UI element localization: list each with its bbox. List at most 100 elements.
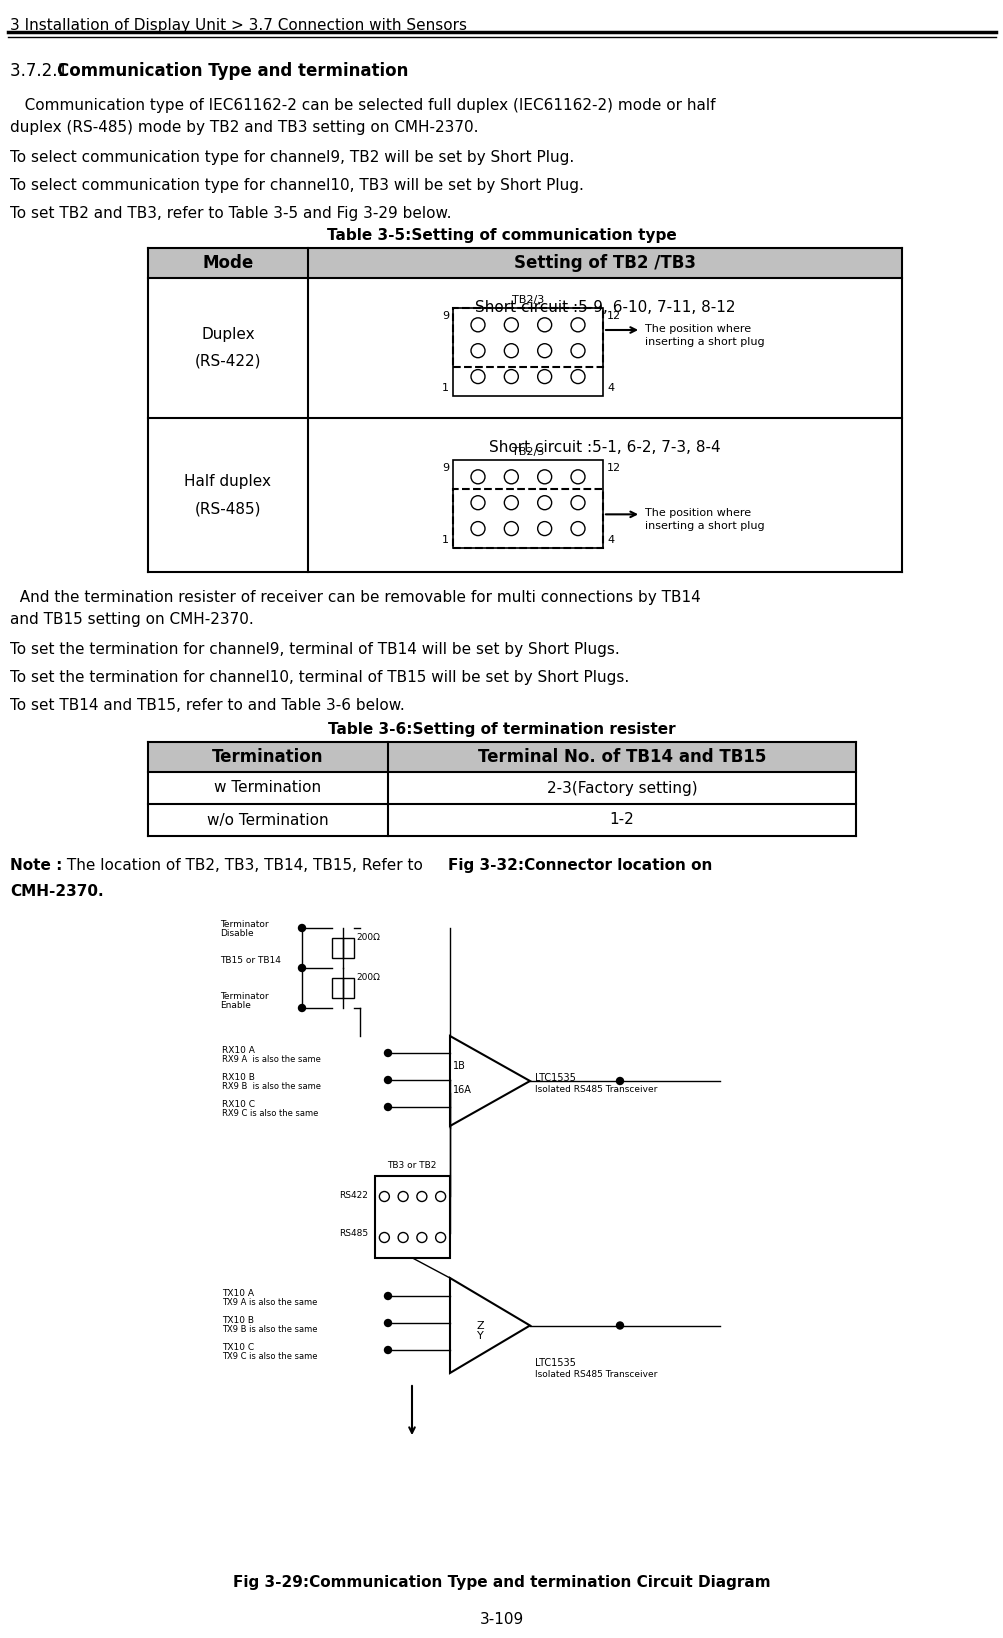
Text: Communication type of IEC61162-2 can be selected full duplex (IEC61162-2) mode o: Communication type of IEC61162-2 can be … bbox=[10, 98, 715, 113]
Text: Note :: Note : bbox=[10, 858, 62, 873]
Circle shape bbox=[416, 1232, 426, 1243]
Text: and TB15 setting on CMH-2370.: and TB15 setting on CMH-2370. bbox=[10, 613, 254, 627]
Circle shape bbox=[470, 470, 484, 483]
Text: Communication Type and termination: Communication Type and termination bbox=[57, 62, 408, 80]
Circle shape bbox=[538, 318, 551, 333]
Text: Setting of TB2 /TB3: Setting of TB2 /TB3 bbox=[514, 254, 695, 272]
Text: 200Ω: 200Ω bbox=[356, 934, 379, 942]
Circle shape bbox=[504, 496, 518, 509]
Circle shape bbox=[470, 370, 484, 383]
Circle shape bbox=[504, 470, 518, 483]
Text: The position where
inserting a short plug: The position where inserting a short plu… bbox=[644, 508, 764, 531]
Circle shape bbox=[538, 470, 551, 483]
Bar bbox=[147, 247, 901, 278]
Text: 3 Installation of Display Unit > 3.7 Connection with Sensors: 3 Installation of Display Unit > 3.7 Con… bbox=[10, 18, 466, 33]
Circle shape bbox=[384, 1104, 391, 1111]
Circle shape bbox=[398, 1191, 407, 1202]
Text: TX9 A is also the same: TX9 A is also the same bbox=[222, 1297, 317, 1307]
Circle shape bbox=[470, 521, 484, 536]
Text: TB2/3: TB2/3 bbox=[512, 295, 544, 305]
Bar bbox=[375, 1176, 449, 1258]
Circle shape bbox=[298, 924, 305, 932]
Circle shape bbox=[616, 1078, 623, 1084]
Text: Short circuit :5-1, 6-2, 7-3, 8-4: Short circuit :5-1, 6-2, 7-3, 8-4 bbox=[488, 441, 720, 455]
Text: Isolated RS485 Transceiver: Isolated RS485 Transceiver bbox=[535, 1369, 657, 1379]
Text: LTC1535: LTC1535 bbox=[535, 1358, 576, 1368]
Circle shape bbox=[379, 1191, 389, 1202]
Bar bbox=[147, 742, 856, 835]
Text: RX10 C: RX10 C bbox=[222, 1101, 255, 1109]
Text: 9: 9 bbox=[441, 311, 448, 321]
Circle shape bbox=[384, 1076, 391, 1083]
Circle shape bbox=[470, 344, 484, 357]
Text: TB3 or TB2: TB3 or TB2 bbox=[387, 1161, 436, 1170]
Text: 4: 4 bbox=[607, 383, 614, 393]
Circle shape bbox=[504, 370, 518, 383]
Text: 3.7.2.1: 3.7.2.1 bbox=[10, 62, 73, 80]
Bar bbox=[452, 308, 603, 396]
Text: w Termination: w Termination bbox=[215, 780, 321, 796]
Text: To select communication type for channel9, TB2 will be set by Short Plug.: To select communication type for channel… bbox=[10, 151, 574, 165]
Circle shape bbox=[298, 1004, 305, 1012]
Text: And the termination resister of receiver can be removable for multi connections : And the termination resister of receiver… bbox=[10, 590, 700, 604]
Text: RX9 B  is also the same: RX9 B is also the same bbox=[222, 1083, 321, 1091]
Text: TX10 A: TX10 A bbox=[222, 1289, 254, 1297]
Text: Duplex
(RS-422): Duplex (RS-422) bbox=[195, 328, 261, 369]
Text: RX9 C is also the same: RX9 C is also the same bbox=[222, 1109, 318, 1119]
Text: TB15 or TB14: TB15 or TB14 bbox=[220, 957, 281, 965]
Bar bbox=[452, 490, 603, 549]
Circle shape bbox=[384, 1320, 391, 1327]
Text: w/o Termination: w/o Termination bbox=[207, 812, 329, 827]
Text: 16A: 16A bbox=[452, 1084, 471, 1094]
Circle shape bbox=[504, 521, 518, 536]
Circle shape bbox=[470, 496, 484, 509]
Text: RX10 B: RX10 B bbox=[222, 1073, 255, 1083]
Circle shape bbox=[616, 1322, 623, 1328]
Text: 3-109: 3-109 bbox=[479, 1612, 524, 1627]
Text: Table 3-6:Setting of termination resister: Table 3-6:Setting of termination resiste… bbox=[328, 722, 675, 737]
Circle shape bbox=[384, 1050, 391, 1057]
Circle shape bbox=[571, 370, 585, 383]
Circle shape bbox=[571, 521, 585, 536]
Circle shape bbox=[504, 318, 518, 333]
Text: 12: 12 bbox=[607, 464, 621, 473]
Circle shape bbox=[538, 344, 551, 357]
Text: 12: 12 bbox=[607, 311, 621, 321]
Text: 9: 9 bbox=[441, 464, 448, 473]
Circle shape bbox=[571, 496, 585, 509]
Circle shape bbox=[571, 470, 585, 483]
Text: TB2/3: TB2/3 bbox=[512, 447, 544, 457]
Text: Mode: Mode bbox=[203, 254, 254, 272]
Text: RS422: RS422 bbox=[339, 1191, 368, 1201]
Circle shape bbox=[379, 1232, 389, 1243]
Text: Fig 3-32:Connector location on: Fig 3-32:Connector location on bbox=[447, 858, 712, 873]
Circle shape bbox=[416, 1191, 426, 1202]
Text: 1-2: 1-2 bbox=[609, 812, 634, 827]
Text: Fig 3-29:Communication Type and termination Circuit Diagram: Fig 3-29:Communication Type and terminat… bbox=[233, 1576, 770, 1590]
Text: RX9 A  is also the same: RX9 A is also the same bbox=[222, 1055, 321, 1065]
Circle shape bbox=[398, 1232, 407, 1243]
Text: Terminator: Terminator bbox=[220, 921, 269, 929]
Bar bbox=[332, 978, 354, 998]
Text: CMH-2370.: CMH-2370. bbox=[10, 885, 103, 899]
Text: The position where
inserting a short plug: The position where inserting a short plu… bbox=[644, 324, 764, 347]
Text: TX9 B is also the same: TX9 B is also the same bbox=[222, 1325, 317, 1333]
Text: The location of TB2, TB3, TB14, TB15, Refer to: The location of TB2, TB3, TB14, TB15, Re… bbox=[62, 858, 427, 873]
Text: Disable: Disable bbox=[220, 929, 254, 939]
Text: RS485: RS485 bbox=[339, 1228, 368, 1237]
Text: 200Ω: 200Ω bbox=[356, 973, 379, 983]
Text: TX10 B: TX10 B bbox=[222, 1315, 254, 1325]
Circle shape bbox=[298, 965, 305, 971]
Text: Terminal No. of TB14 and TB15: Terminal No. of TB14 and TB15 bbox=[477, 749, 765, 767]
Text: 1: 1 bbox=[441, 536, 448, 545]
Text: Isolated RS485 Transceiver: Isolated RS485 Transceiver bbox=[535, 1084, 657, 1094]
Text: Table 3-5:Setting of communication type: Table 3-5:Setting of communication type bbox=[327, 228, 676, 242]
Text: Z: Z bbox=[475, 1320, 483, 1332]
Text: 4: 4 bbox=[607, 536, 614, 545]
Text: To set TB14 and TB15, refer to and Table 3-6 below.: To set TB14 and TB15, refer to and Table… bbox=[10, 698, 404, 713]
Circle shape bbox=[384, 1346, 391, 1353]
Text: To set the termination for channel9, terminal of TB14 will be set by Short Plugs: To set the termination for channel9, ter… bbox=[10, 642, 619, 657]
Circle shape bbox=[435, 1191, 445, 1202]
Circle shape bbox=[435, 1232, 445, 1243]
Text: Half duplex
(RS-485): Half duplex (RS-485) bbox=[185, 473, 271, 516]
